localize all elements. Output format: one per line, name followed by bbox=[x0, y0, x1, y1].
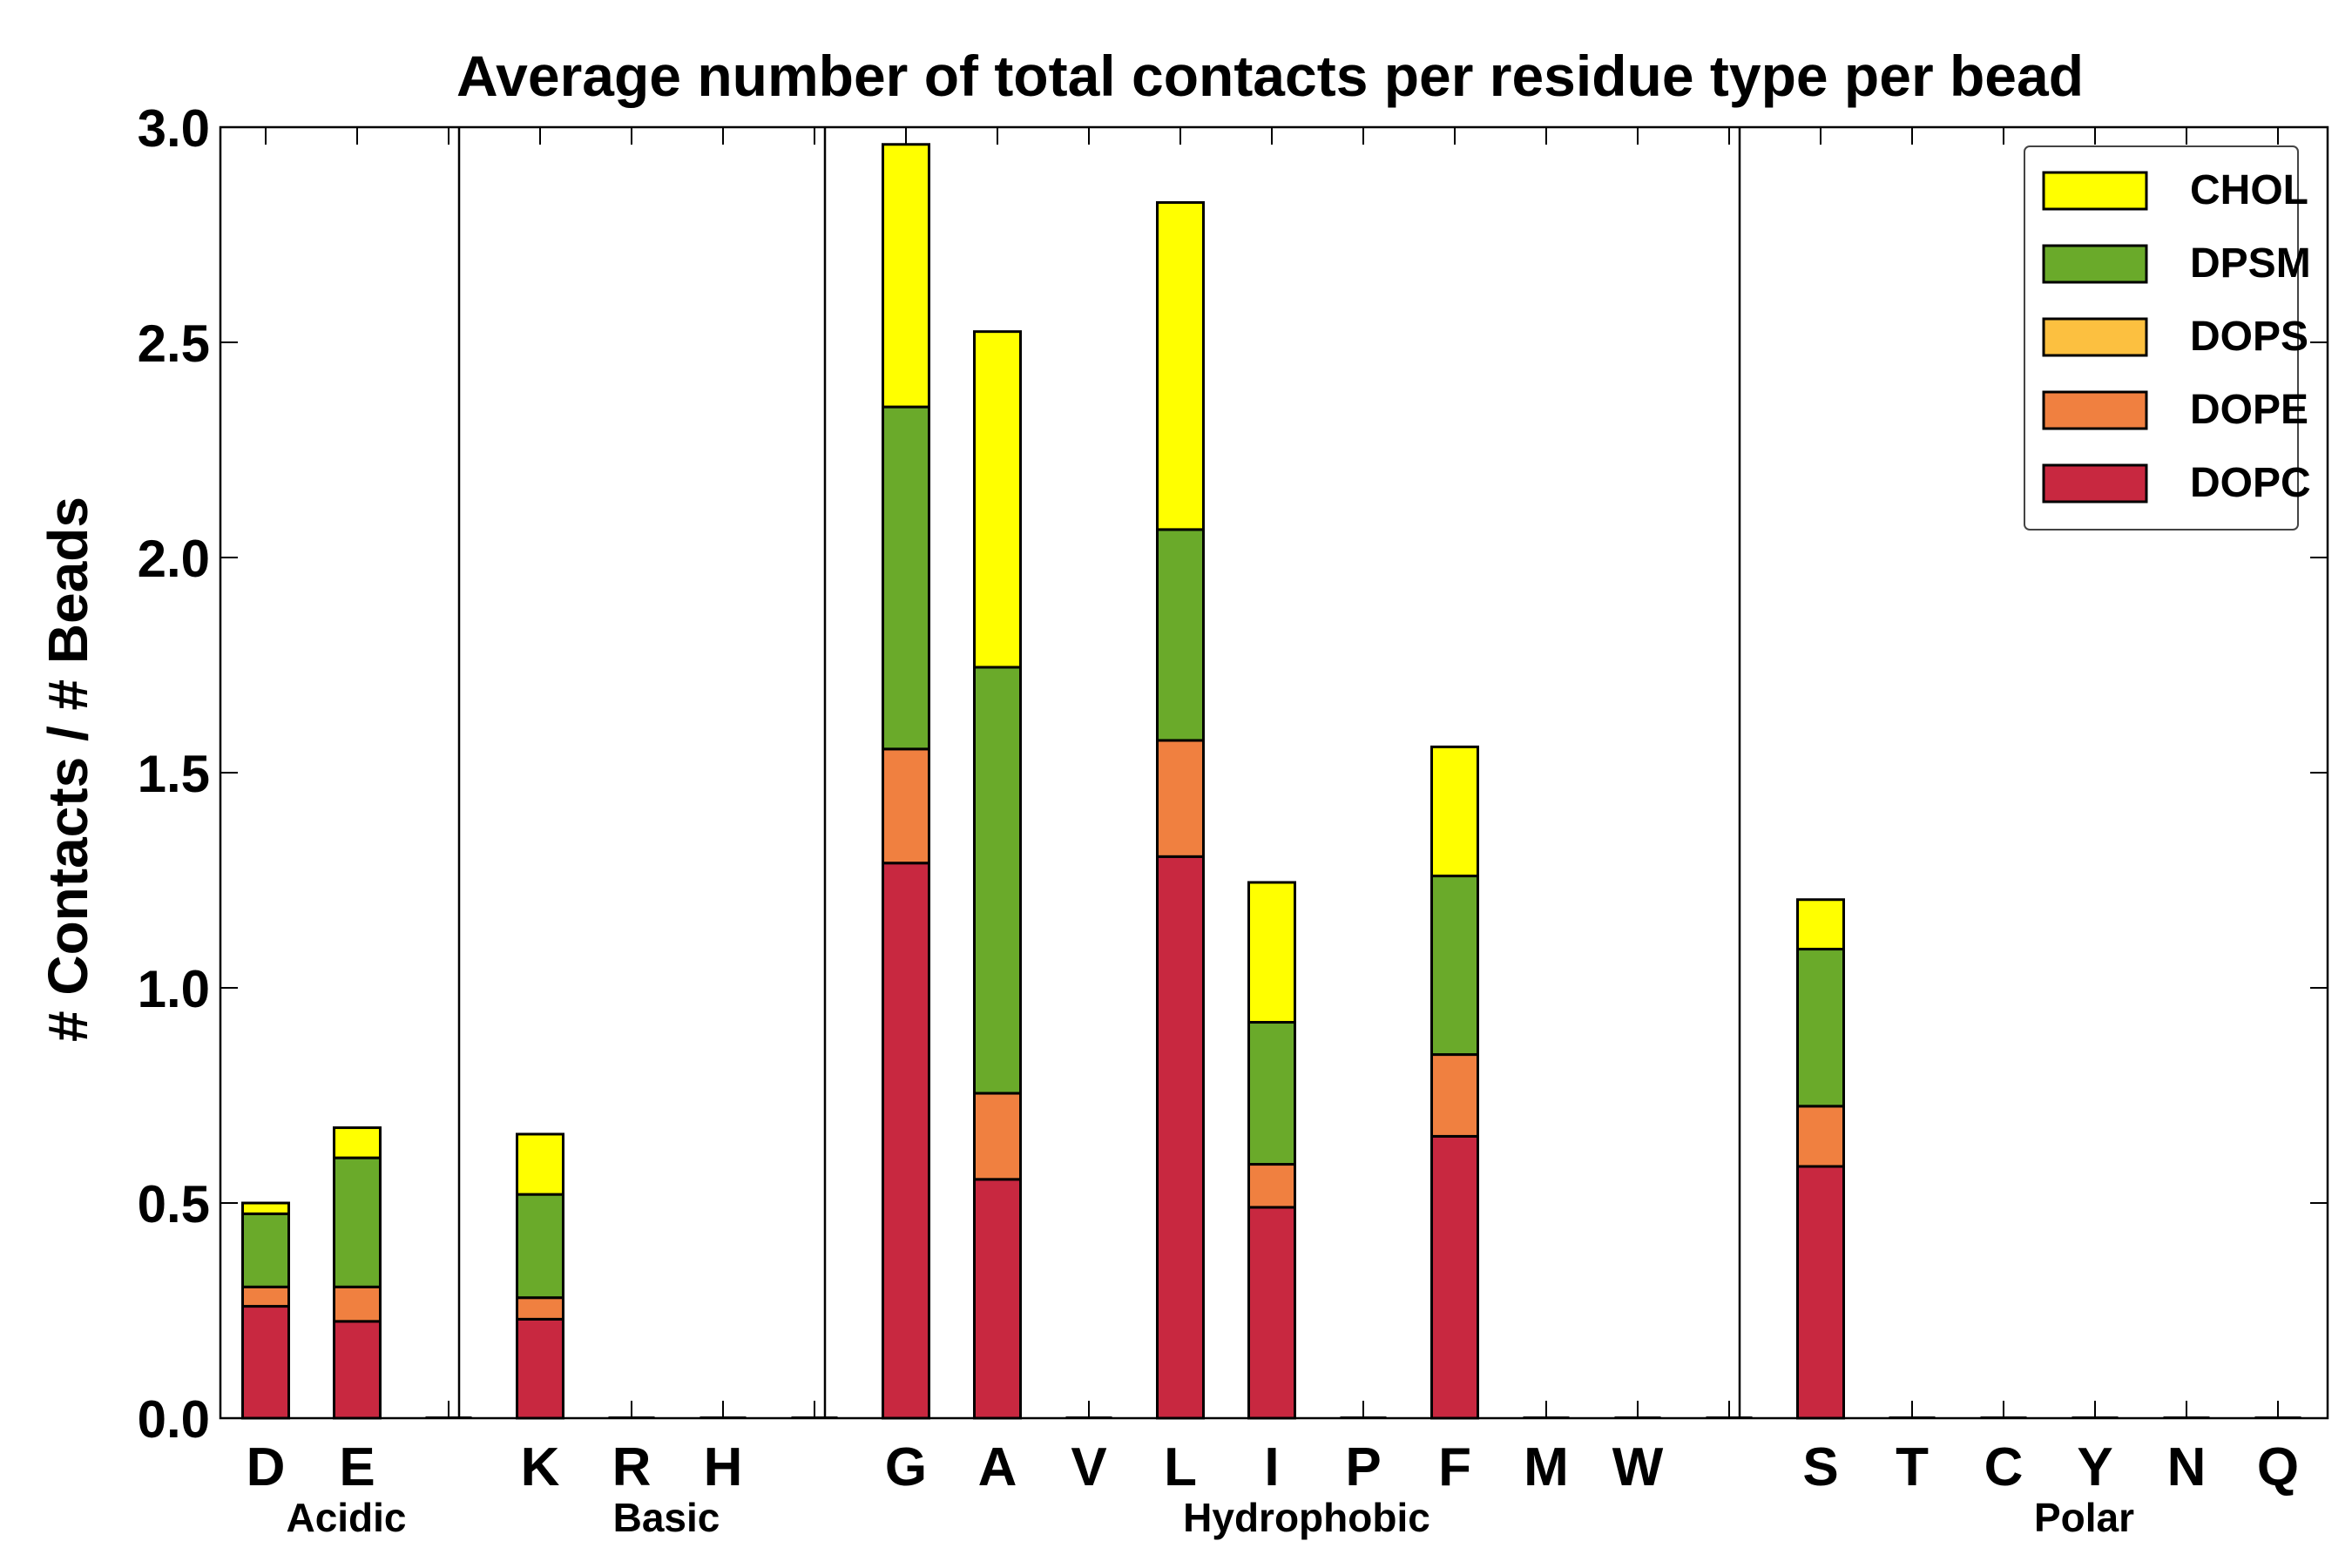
bar-segment-dopc bbox=[882, 862, 930, 1420]
y-tick-label: 0.5 bbox=[138, 1175, 210, 1233]
y-tick-label: 1.5 bbox=[138, 745, 210, 803]
x-tick-label: Y bbox=[2077, 1437, 2112, 1497]
x-tick-label: G bbox=[885, 1437, 927, 1497]
x-tick-label: Q bbox=[2257, 1437, 2299, 1497]
chart-title: Average number of total contacts per res… bbox=[456, 44, 2084, 108]
x-tick-label: I bbox=[1264, 1437, 1279, 1497]
legend-label: DPSM bbox=[2190, 240, 2311, 287]
bar-segment-dopc bbox=[1796, 1165, 1845, 1420]
bar-segment-chol bbox=[1156, 200, 1205, 531]
bar-segment-chol bbox=[1430, 745, 1479, 878]
y-tick-label: 0.0 bbox=[138, 1390, 210, 1449]
legend-swatch-chol bbox=[2042, 171, 2148, 211]
legend-label: CHOL bbox=[2190, 167, 2308, 213]
x-tick-label: E bbox=[339, 1437, 375, 1497]
group-label: Basic bbox=[613, 1495, 720, 1540]
bar-segment-dpsm bbox=[1156, 528, 1205, 742]
x-tick-label: N bbox=[2167, 1437, 2207, 1497]
x-tick-label: V bbox=[1071, 1437, 1106, 1497]
bar-segment-chol bbox=[241, 1201, 290, 1215]
bar-segment-dpsm bbox=[333, 1156, 382, 1288]
y-tick-label: 2.0 bbox=[138, 530, 210, 588]
y-axis-label: # Contacts / # Beads bbox=[37, 497, 99, 1042]
y-tick-label: 1.0 bbox=[138, 960, 210, 1018]
bar-segment-dopc bbox=[1430, 1134, 1479, 1420]
legend-label: DOPS bbox=[2190, 314, 2308, 360]
x-tick-label: M bbox=[1524, 1437, 1569, 1497]
bar-segment-dopc bbox=[1247, 1206, 1296, 1420]
legend-swatch-dope bbox=[2042, 390, 2148, 430]
x-tick-label: K bbox=[521, 1437, 560, 1497]
bar-segment-chol bbox=[973, 330, 1022, 669]
x-tick-label: A bbox=[978, 1437, 1017, 1497]
legend-box bbox=[2024, 145, 2299, 531]
bar-segment-chol bbox=[882, 143, 930, 409]
group-label: Hydrophobic bbox=[1183, 1495, 1430, 1540]
legend-swatch-dpsm bbox=[2042, 244, 2148, 284]
bar-segment-chol bbox=[1796, 898, 1845, 951]
x-tick-label: T bbox=[1896, 1437, 1929, 1497]
x-tick-label: S bbox=[1802, 1437, 1838, 1497]
bar-segment-dopc bbox=[1156, 855, 1205, 1420]
x-tick-label: F bbox=[1438, 1437, 1471, 1497]
bar-segment-dope bbox=[333, 1285, 382, 1323]
legend-label: DOPE bbox=[2190, 387, 2308, 433]
bar-segment-dpsm bbox=[1430, 875, 1479, 1057]
bar-segment-dope bbox=[1430, 1053, 1479, 1138]
group-label: Polar bbox=[2034, 1495, 2134, 1540]
x-tick-label: C bbox=[1984, 1437, 2024, 1497]
y-tick-label: 2.5 bbox=[138, 314, 210, 373]
x-tick-label: H bbox=[704, 1437, 743, 1497]
bar-segment-dope bbox=[241, 1285, 290, 1308]
bar-segment-dope bbox=[1247, 1163, 1296, 1209]
bar-segment-dopc bbox=[516, 1317, 564, 1420]
x-tick-label: L bbox=[1164, 1437, 1197, 1497]
legend-swatch-dops bbox=[2042, 317, 2148, 357]
legend-label: DOPC bbox=[2190, 460, 2311, 506]
bar-segment-dpsm bbox=[1247, 1021, 1296, 1166]
bar-segment-chol bbox=[516, 1132, 564, 1196]
bar-segment-dopc bbox=[973, 1178, 1022, 1420]
x-tick-label: P bbox=[1345, 1437, 1381, 1497]
bar-segment-dope bbox=[1796, 1105, 1845, 1168]
bar-segment-chol bbox=[1247, 881, 1296, 1024]
x-tick-label: R bbox=[612, 1437, 652, 1497]
x-tick-label: W bbox=[1612, 1437, 1664, 1497]
bar-segment-dope bbox=[1156, 739, 1205, 858]
bar-segment-dopc bbox=[241, 1305, 290, 1420]
bar-segment-dpsm bbox=[516, 1193, 564, 1300]
bar-segment-dopc bbox=[333, 1320, 382, 1420]
legend-swatch-dopc bbox=[2042, 463, 2148, 504]
bar-segment-dope bbox=[973, 1092, 1022, 1181]
bar-segment-chol bbox=[333, 1126, 382, 1159]
bar-segment-dope bbox=[516, 1296, 564, 1321]
plot-area: 0.0 0.5 1.0 1.5 2.0 2.5 3.0 D E K R H G A V L I P F M W S T C Y N… bbox=[138, 99, 2329, 1540]
bar-segment-dpsm bbox=[882, 405, 930, 751]
group-label: Acidic bbox=[286, 1495, 406, 1540]
bar-segment-dope bbox=[882, 747, 930, 865]
bar-segment-dpsm bbox=[241, 1212, 290, 1288]
y-tick-label: 3.0 bbox=[138, 99, 210, 158]
x-tick-label: D bbox=[247, 1437, 286, 1497]
bar-segment-dpsm bbox=[973, 666, 1022, 1095]
bar-segment-dpsm bbox=[1796, 948, 1845, 1108]
